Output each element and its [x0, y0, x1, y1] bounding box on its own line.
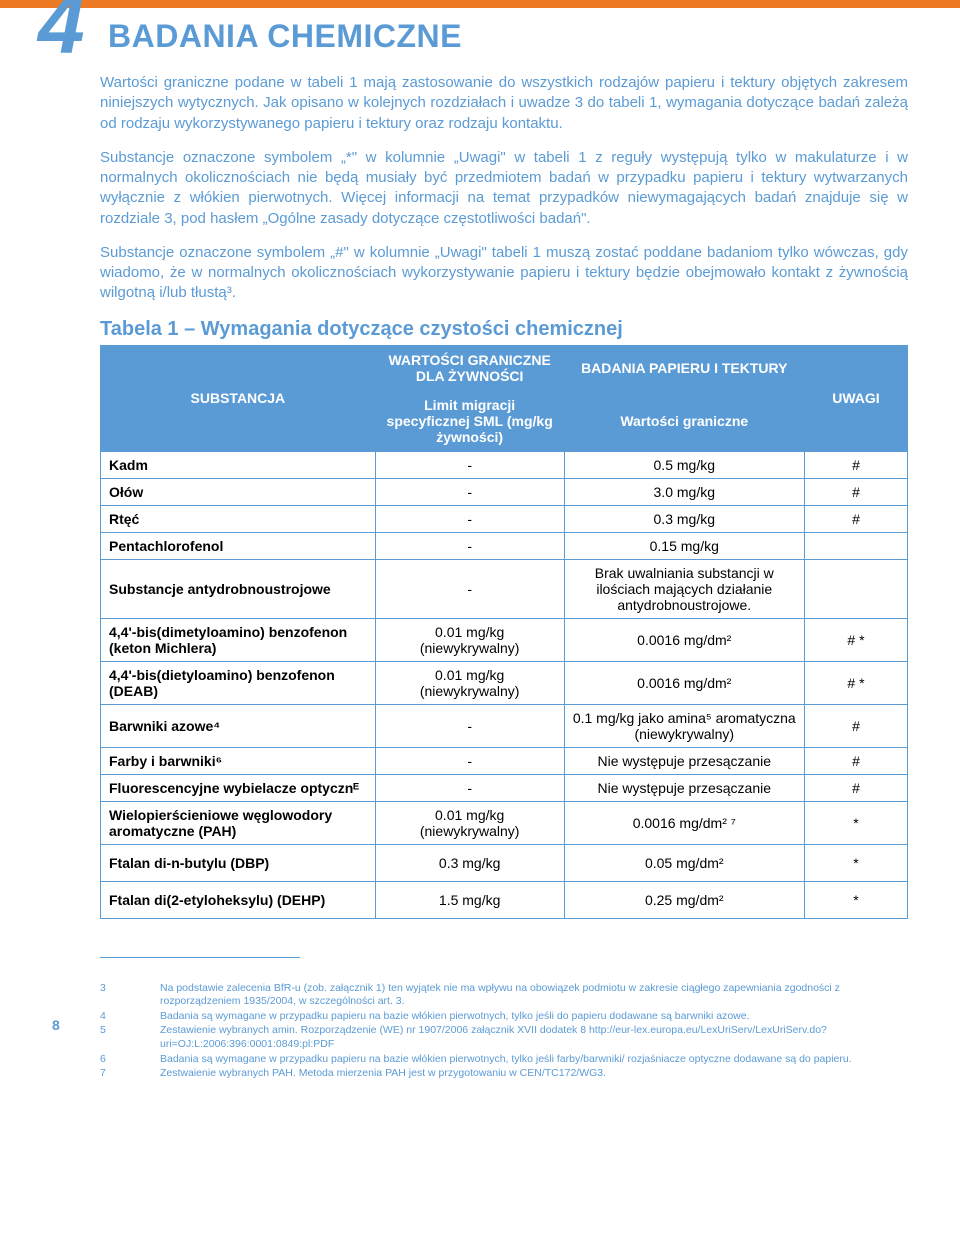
table-row: Barwniki azowe⁴ - 0.1 mg/kg jako amina⁵ … — [101, 704, 908, 747]
cell-uwagi: # * — [804, 618, 907, 661]
th-limit-migracji: Limit migracji specyficznej SML (mg/kg ż… — [375, 390, 564, 451]
table-row: Wielopierścieniowe węglowodory aromatycz… — [101, 801, 908, 844]
th-substancja: SUBSTANCJA — [101, 345, 376, 451]
content-body: Wartości graniczne podane w tabeli 1 maj… — [0, 55, 960, 939]
cell-uwagi: # — [804, 478, 907, 505]
th-wartosci-graniczne2: Wartości graniczne — [564, 390, 804, 451]
footnotes: 3 Na podstawie zalecenia BfR-u (zob. zał… — [0, 978, 960, 1081]
footnote-text: Zestwaienie wybranych PAH. Metoda mierze… — [160, 1067, 606, 1081]
cell-limit: - — [375, 478, 564, 505]
footnote-text: Badania są wymagane w przypadku papieru … — [160, 1010, 750, 1024]
table-row: 4,4'-bis(dimetyloamino) benzofenon (keto… — [101, 618, 908, 661]
cell-limit: 0.01 mg/kg (niewykrywalny) — [375, 661, 564, 704]
cell-wartosci: Nie występuje przesączanie — [564, 747, 804, 774]
th-uwagi: UWAGI — [804, 345, 907, 451]
th-wartosci-graniczne: WARTOŚCI GRANICZNE DLA ŻYWNOŚCI — [375, 345, 564, 390]
cell-limit: 0.01 mg/kg (niewykrywalny) — [375, 618, 564, 661]
footnote-row: 4 Badania są wymagane w przypadku papier… — [100, 1010, 908, 1024]
cell-uwagi: * — [804, 881, 907, 918]
cell-substancja: Rtęć — [101, 505, 376, 532]
chapter-number: 4 — [38, 0, 85, 66]
table-row: Pentachlorofenol - 0.15 mg/kg — [101, 532, 908, 559]
cell-wartosci: 0.3 mg/kg — [564, 505, 804, 532]
cell-uwagi: # — [804, 704, 907, 747]
cell-wartosci: 0.05 mg/dm² — [564, 844, 804, 881]
cell-substancja: 4,4'-bis(dietyloamino) benzofenon (DEAB) — [101, 661, 376, 704]
table-row: Kadm - 0.5 mg/kg # — [101, 451, 908, 478]
table-row: Farby i barwniki⁶ - Nie występuje przesą… — [101, 747, 908, 774]
footnote-row: 7 Zestwaienie wybranych PAH. Metoda mier… — [100, 1067, 908, 1081]
cell-limit: 1.5 mg/kg — [375, 881, 564, 918]
footnote-num: 7 — [100, 1067, 160, 1081]
cell-uwagi: * — [804, 844, 907, 881]
cell-limit: - — [375, 774, 564, 801]
cell-limit: - — [375, 451, 564, 478]
cell-limit: 0.01 mg/kg (niewykrywalny) — [375, 801, 564, 844]
cell-uwagi — [804, 532, 907, 559]
table-row: Fluorescencyjne wybielacze optycznᴱ - Ni… — [101, 774, 908, 801]
cell-uwagi: # — [804, 774, 907, 801]
footnote-num: 4 — [100, 1010, 160, 1024]
cell-substancja: Ftalan di-n-butylu (DBP) — [101, 844, 376, 881]
main-table: SUBSTANCJA WARTOŚCI GRANICZNE DLA ŻYWNOŚ… — [100, 345, 908, 919]
table-row: Rtęć - 0.3 mg/kg # — [101, 505, 908, 532]
footnotes-divider — [100, 957, 300, 958]
footnote-row: 3 Na podstawie zalecenia BfR-u (zob. zał… — [100, 982, 908, 1009]
cell-substancja: Barwniki azowe⁴ — [101, 704, 376, 747]
cell-wartosci: 0.15 mg/kg — [564, 532, 804, 559]
cell-uwagi: # — [804, 505, 907, 532]
cell-limit: - — [375, 704, 564, 747]
cell-uwagi: # — [804, 451, 907, 478]
cell-substancja: Ołów — [101, 478, 376, 505]
paragraph-3: Substancje oznaczone symbolem „#" w kolu… — [100, 243, 908, 304]
cell-wartosci: 0.0016 mg/dm² — [564, 618, 804, 661]
cell-limit: - — [375, 747, 564, 774]
table-row: Ołów - 3.0 mg/kg # — [101, 478, 908, 505]
paragraph-2: Substancje oznaczone symbolem „*" w kolu… — [100, 148, 908, 229]
cell-substancja: Fluorescencyjne wybielacze optycznᴱ — [101, 774, 376, 801]
chapter-title: BADANIA CHEMICZNE — [108, 18, 960, 55]
cell-limit: - — [375, 505, 564, 532]
footnote-text: Zestawienie wybranych amin. Rozporządzen… — [160, 1024, 908, 1051]
cell-substancja: Pentachlorofenol — [101, 532, 376, 559]
cell-wartosci: 0.5 mg/kg — [564, 451, 804, 478]
table-row: Ftalan di-n-butylu (DBP) 0.3 mg/kg 0.05 … — [101, 844, 908, 881]
table-row: Substancje antydrobnoustrojowe - Brak uw… — [101, 559, 908, 618]
cell-substancja: 4,4'-bis(dimetyloamino) benzofenon (keto… — [101, 618, 376, 661]
cell-uwagi: * — [804, 801, 907, 844]
cell-substancja: Wielopierścieniowe węglowodory aromatycz… — [101, 801, 376, 844]
table-title: Tabela 1 – Wymagania dotyczące czystości… — [100, 318, 908, 341]
cell-wartosci: 0.1 mg/kg jako amina⁵ aromatyczna (niewy… — [564, 704, 804, 747]
table-body: Kadm - 0.5 mg/kg # Ołów - 3.0 mg/kg # Rt… — [101, 451, 908, 918]
table-row: 4,4'-bis(dietyloamino) benzofenon (DEAB)… — [101, 661, 908, 704]
cell-wartosci: Brak uwalniania substancji w ilościach m… — [564, 559, 804, 618]
cell-limit: - — [375, 559, 564, 618]
footnote-row: 6 Badania są wymagane w przypadku papier… — [100, 1053, 908, 1067]
cell-wartosci: 0.25 mg/dm² — [564, 881, 804, 918]
cell-substancja: Farby i barwniki⁶ — [101, 747, 376, 774]
cell-wartosci: 3.0 mg/kg — [564, 478, 804, 505]
cell-uwagi — [804, 559, 907, 618]
cell-wartosci: 0.0016 mg/dm² — [564, 661, 804, 704]
footnote-num: 5 — [100, 1024, 160, 1051]
paragraph-1: Wartości graniczne podane w tabeli 1 maj… — [100, 73, 908, 134]
cell-substancja: Ftalan di(2-etyloheksylu) (DEHP) — [101, 881, 376, 918]
header-orange-bar — [0, 0, 960, 8]
footnote-num: 6 — [100, 1053, 160, 1067]
footnote-row: 5 Zestawienie wybranych amin. Rozporządz… — [100, 1024, 908, 1051]
cell-substancja: Substancje antydrobnoustrojowe — [101, 559, 376, 618]
footnote-text: Na podstawie zalecenia BfR-u (zob. załąc… — [160, 982, 908, 1009]
th-badania: BADANIA PAPIERU I TEKTURY — [564, 345, 804, 390]
cell-uwagi: # * — [804, 661, 907, 704]
cell-wartosci: 0.0016 mg/dm² ⁷ — [564, 801, 804, 844]
footnote-num: 3 — [100, 982, 160, 1009]
cell-limit: 0.3 mg/kg — [375, 844, 564, 881]
cell-limit: - — [375, 532, 564, 559]
table-row: Ftalan di(2-etyloheksylu) (DEHP) 1.5 mg/… — [101, 881, 908, 918]
cell-wartosci: Nie występuje przesączanie — [564, 774, 804, 801]
cell-uwagi: # — [804, 747, 907, 774]
cell-substancja: Kadm — [101, 451, 376, 478]
footnote-text: Badania są wymagane w przypadku papieru … — [160, 1053, 852, 1067]
